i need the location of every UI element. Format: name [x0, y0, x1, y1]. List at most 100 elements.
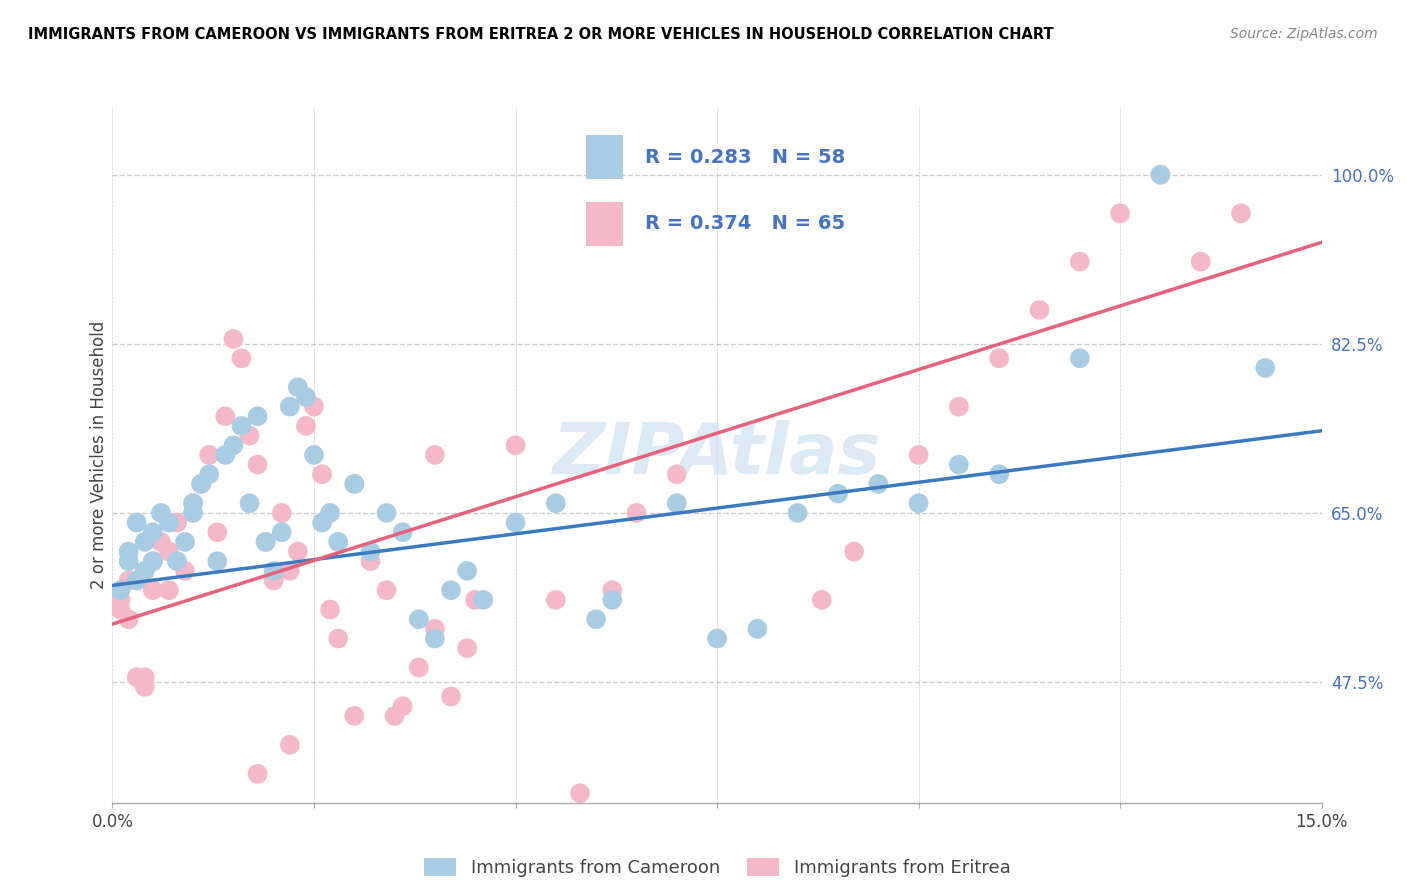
Point	[190, 476, 212, 491]
Point	[157, 583, 180, 598]
Point	[786, 506, 808, 520]
Point	[125, 516, 148, 530]
Point	[375, 506, 398, 520]
Point	[174, 535, 197, 549]
Point	[134, 680, 156, 694]
Point	[343, 476, 366, 491]
Point	[142, 554, 165, 568]
Point	[456, 641, 478, 656]
Point	[263, 564, 285, 578]
Point	[207, 525, 229, 540]
Point	[222, 332, 245, 346]
Point	[328, 535, 350, 549]
Point	[1069, 254, 1091, 268]
Point	[246, 766, 269, 781]
Point	[198, 467, 221, 482]
Point	[408, 660, 430, 674]
Text: ZIPAtlas: ZIPAtlas	[553, 420, 882, 490]
Point	[1149, 168, 1171, 182]
Point	[278, 400, 301, 414]
Point	[423, 448, 446, 462]
Point	[544, 592, 567, 607]
Point	[263, 574, 285, 588]
Point	[207, 554, 229, 568]
Point	[166, 516, 188, 530]
Point	[569, 786, 592, 800]
Point	[222, 438, 245, 452]
Point	[231, 351, 253, 366]
Point	[842, 544, 865, 558]
Point	[585, 612, 607, 626]
Point	[343, 476, 366, 491]
Point	[238, 428, 260, 442]
Point	[907, 496, 929, 510]
Point	[375, 583, 398, 598]
Point	[214, 409, 236, 424]
Point	[149, 506, 172, 520]
Point	[302, 448, 325, 462]
Point	[166, 554, 188, 568]
Legend: Immigrants from Cameroon, Immigrants from Eritrea: Immigrants from Cameroon, Immigrants fro…	[416, 850, 1018, 884]
Point	[472, 592, 495, 607]
Point	[343, 708, 366, 723]
Point	[134, 564, 156, 578]
Point	[706, 632, 728, 646]
Point	[181, 496, 204, 510]
Point	[948, 400, 970, 414]
Point	[907, 448, 929, 462]
Point	[278, 738, 301, 752]
Point	[214, 448, 236, 462]
Point	[1149, 168, 1171, 182]
Point	[988, 351, 1011, 366]
Point	[110, 583, 132, 598]
Point	[238, 496, 260, 510]
Point	[359, 554, 381, 568]
Point	[134, 535, 156, 549]
Point	[665, 467, 688, 482]
Point	[988, 467, 1011, 482]
Point	[948, 458, 970, 472]
Y-axis label: 2 or more Vehicles in Household: 2 or more Vehicles in Household	[90, 321, 108, 589]
Point	[319, 506, 342, 520]
Point	[1028, 303, 1050, 318]
Point	[1109, 206, 1132, 220]
Point	[190, 476, 212, 491]
Point	[117, 554, 139, 568]
Point	[254, 535, 277, 549]
Point	[142, 525, 165, 540]
Point	[174, 564, 197, 578]
Point	[827, 486, 849, 500]
Point	[1254, 361, 1277, 376]
Point	[142, 554, 165, 568]
Point	[311, 516, 333, 530]
Point	[626, 506, 648, 520]
Point	[295, 419, 318, 434]
Point	[319, 602, 342, 616]
Point	[125, 574, 148, 588]
Point	[423, 622, 446, 636]
Point	[134, 670, 156, 684]
Point	[117, 574, 139, 588]
Point	[117, 544, 139, 558]
Point	[125, 670, 148, 684]
Point	[384, 708, 406, 723]
Point	[246, 458, 269, 472]
Point	[1069, 351, 1091, 366]
Point	[149, 535, 172, 549]
Point	[270, 506, 292, 520]
Point	[665, 496, 688, 510]
Point	[125, 574, 148, 588]
Point	[157, 516, 180, 530]
Point	[1189, 254, 1212, 268]
Point	[110, 592, 132, 607]
Point	[600, 592, 623, 607]
Point	[110, 602, 132, 616]
Point	[868, 476, 890, 491]
Point	[142, 583, 165, 598]
Text: IMMIGRANTS FROM CAMEROON VS IMMIGRANTS FROM ERITREA 2 OR MORE VEHICLES IN HOUSEH: IMMIGRANTS FROM CAMEROON VS IMMIGRANTS F…	[28, 27, 1053, 42]
Point	[811, 592, 834, 607]
Point	[391, 699, 413, 714]
Point	[328, 632, 350, 646]
Point	[287, 544, 309, 558]
Point	[157, 544, 180, 558]
